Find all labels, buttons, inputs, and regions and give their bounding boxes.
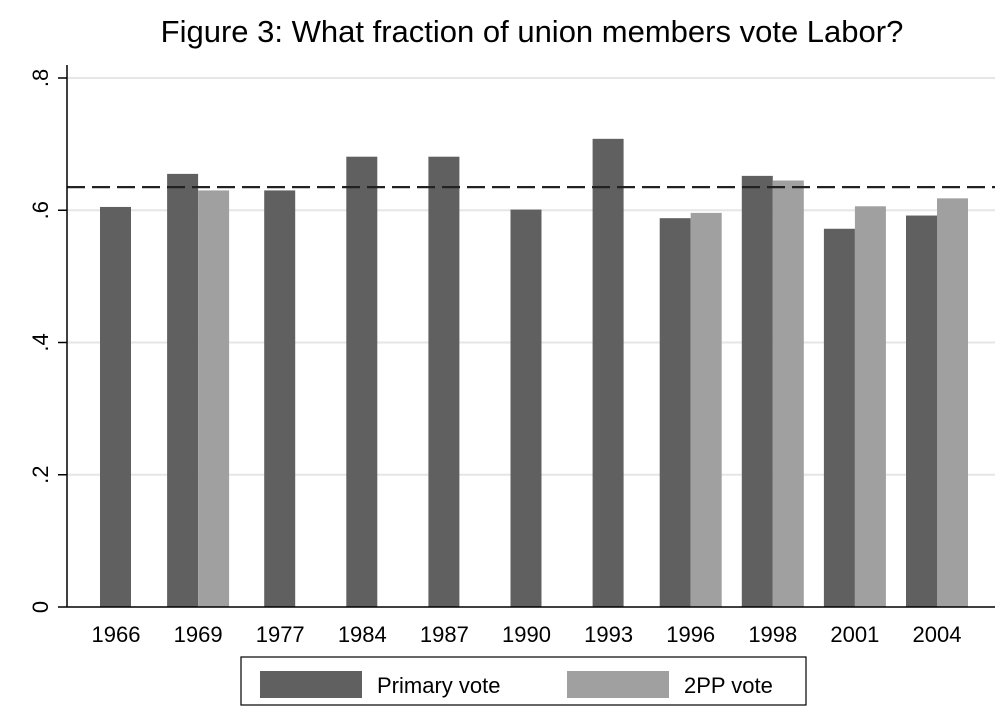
x-tick-label: 2001 [830, 622, 879, 647]
chart-title: Figure 3: What fraction of union members… [161, 14, 904, 49]
bar-2pp-vote [937, 198, 968, 607]
y-tick-label: .8 [28, 69, 53, 87]
y-tick-label: .4 [28, 333, 53, 351]
x-tick-label: 2004 [913, 622, 962, 647]
bar-primary-vote [264, 190, 296, 607]
legend-swatch [260, 671, 362, 698]
x-tick-label: 1966 [92, 622, 141, 647]
y-tick-label: 0 [28, 601, 53, 613]
x-axis-ticks: 1966 1969 1977 1984 1987 1990 1993 1996 1998 2001… [92, 622, 962, 647]
legend-label: Primary vote [377, 673, 500, 698]
bar-primary-vote [428, 156, 460, 607]
legend-swatch [567, 671, 669, 698]
axes [66, 65, 995, 608]
bar-primary-vote [823, 228, 855, 607]
x-tick-label: 1984 [338, 622, 387, 647]
y-axis-ticks: 0 .2 .4 .6 .8 [28, 69, 67, 613]
x-tick-label: 1977 [256, 622, 305, 647]
bar-2pp-vote [690, 212, 722, 607]
y-tick-label: .2 [28, 466, 53, 484]
x-tick-label: 1987 [420, 622, 469, 647]
bar-primary-vote [167, 173, 199, 607]
x-tick-label: 1996 [666, 622, 715, 647]
bar-primary-vote [510, 209, 542, 607]
x-tick-label: 1990 [502, 622, 551, 647]
bar-primary-vote [906, 215, 937, 608]
bar-primary-vote [100, 206, 131, 607]
x-tick-label: 1993 [584, 622, 633, 647]
y-tick-label: .6 [28, 201, 53, 219]
x-tick-label: 1998 [748, 622, 797, 647]
bar-2pp-vote [854, 206, 886, 607]
x-tick-label: 1969 [174, 622, 223, 647]
legend: Primary vote 2PP vote [240, 656, 807, 706]
legend-label: 2PP vote [684, 673, 773, 698]
bar-2pp-vote [198, 190, 230, 607]
bars [100, 138, 968, 608]
bar-primary-vote [659, 218, 691, 607]
bar-primary-vote [592, 138, 624, 607]
bar-primary-vote [741, 175, 773, 608]
bar-primary-vote [346, 156, 378, 607]
bar-2pp-vote [772, 180, 804, 607]
